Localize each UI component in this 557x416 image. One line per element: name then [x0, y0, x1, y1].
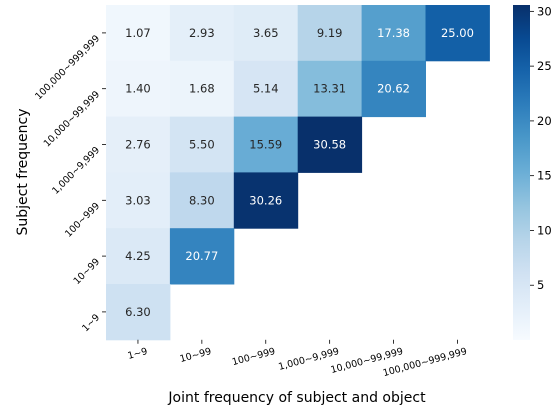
heatmap-cell — [233, 116, 299, 173]
colorbar-tick-label: 30 — [537, 4, 552, 18]
heatmap-cell — [106, 5, 171, 62]
cell-value-label: 1.68 — [189, 82, 215, 96]
heatmap-cell — [233, 5, 299, 62]
cell-value-label: 17.38 — [377, 26, 410, 40]
cell-value-label: 25.00 — [441, 26, 474, 40]
heatmap-cell — [169, 172, 235, 229]
y-tick-label: 1~9 — [80, 312, 102, 334]
heatmap-cell — [233, 60, 299, 118]
cell-value-label: 4.25 — [125, 249, 151, 263]
cell-value-label: 1.40 — [125, 82, 151, 96]
heatmap-cell — [106, 116, 171, 173]
colorbar — [513, 5, 530, 340]
heatmap-cell — [361, 5, 426, 62]
x-tick-label: 100~999 — [231, 346, 277, 368]
cell-value-label: 15.59 — [249, 138, 282, 152]
cell-value-label: 30.26 — [249, 193, 282, 207]
heatmap-cell — [297, 5, 363, 62]
cell-value-label: 6.30 — [125, 305, 151, 319]
cell-value-label: 5.14 — [253, 82, 279, 96]
heatmap-cell — [297, 60, 363, 118]
heatmap-cell — [106, 228, 171, 285]
heatmap-cell — [169, 60, 235, 118]
heatmap-cell — [106, 284, 171, 341]
cell-value-label: 5.50 — [189, 138, 215, 152]
cell-value-label: 9.19 — [317, 26, 343, 40]
cell-value-label: 3.65 — [253, 26, 279, 40]
y-tick-label: 10,000~99,999 — [42, 89, 102, 149]
heatmap-cell — [361, 60, 426, 118]
colorbar-tick-label: 10 — [537, 223, 552, 237]
cell-value-label: 3.03 — [125, 193, 151, 207]
heatmap-cell — [106, 172, 171, 229]
y-axis-label: Subject frequency — [15, 108, 31, 235]
y-tick-label: 1,000~9,999 — [50, 145, 102, 197]
heatmap-cell — [169, 5, 235, 62]
colorbar-tick-label: 25 — [537, 59, 552, 73]
y-tick-label: 10~99 — [72, 256, 103, 287]
colorbar-tick-label: 20 — [537, 114, 552, 128]
cell-value-label: 13.31 — [313, 82, 346, 96]
cell-value-label: 20.77 — [185, 249, 218, 263]
x-axis-label: Joint frequency of subject and object — [167, 390, 426, 406]
cell-value-label: 8.30 — [189, 193, 215, 207]
heatmap-cell — [169, 116, 235, 173]
cell-value-label: 1.07 — [125, 26, 151, 40]
cell-value-label: 20.62 — [377, 82, 410, 96]
heatmap-cell — [169, 228, 235, 285]
y-tick-label: 100~999 — [63, 201, 102, 240]
colorbar-tick-label: 15 — [537, 169, 552, 183]
colorbar-tick-label: 5 — [537, 278, 544, 292]
cell-value-label: 2.76 — [125, 138, 151, 152]
heatmap-cell — [425, 5, 490, 62]
cell-value-label: 30.58 — [313, 138, 346, 152]
heatmap-cell — [106, 60, 171, 118]
heatmap-cell — [233, 172, 299, 229]
x-tick-label: 10~99 — [179, 346, 213, 365]
cell-value-label: 2.93 — [189, 26, 215, 40]
x-tick-label: 1~9 — [127, 346, 149, 362]
heatmap-cell — [297, 116, 363, 173]
